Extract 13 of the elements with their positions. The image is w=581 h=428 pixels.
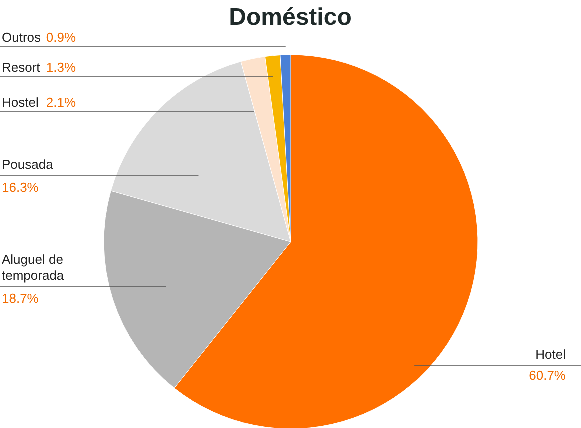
- data-label: 1.3%: [46, 60, 76, 75]
- data-label: 60.7%: [529, 368, 566, 383]
- slice-label: Pousada: [2, 157, 54, 172]
- data-label: 0.9%: [46, 30, 76, 45]
- slice-label: Aluguel de temporada: [2, 252, 65, 283]
- slice-label: Outros: [2, 30, 42, 45]
- chart-title: Doméstico: [229, 4, 352, 31]
- slice-label: Hostel: [2, 95, 39, 110]
- slice-label: Resort: [2, 60, 41, 75]
- data-label: 18.7%: [2, 291, 40, 306]
- data-label: 2.1%: [46, 95, 76, 110]
- data-label: 16.3%: [2, 180, 40, 195]
- slice-label: Hotel: [536, 347, 566, 362]
